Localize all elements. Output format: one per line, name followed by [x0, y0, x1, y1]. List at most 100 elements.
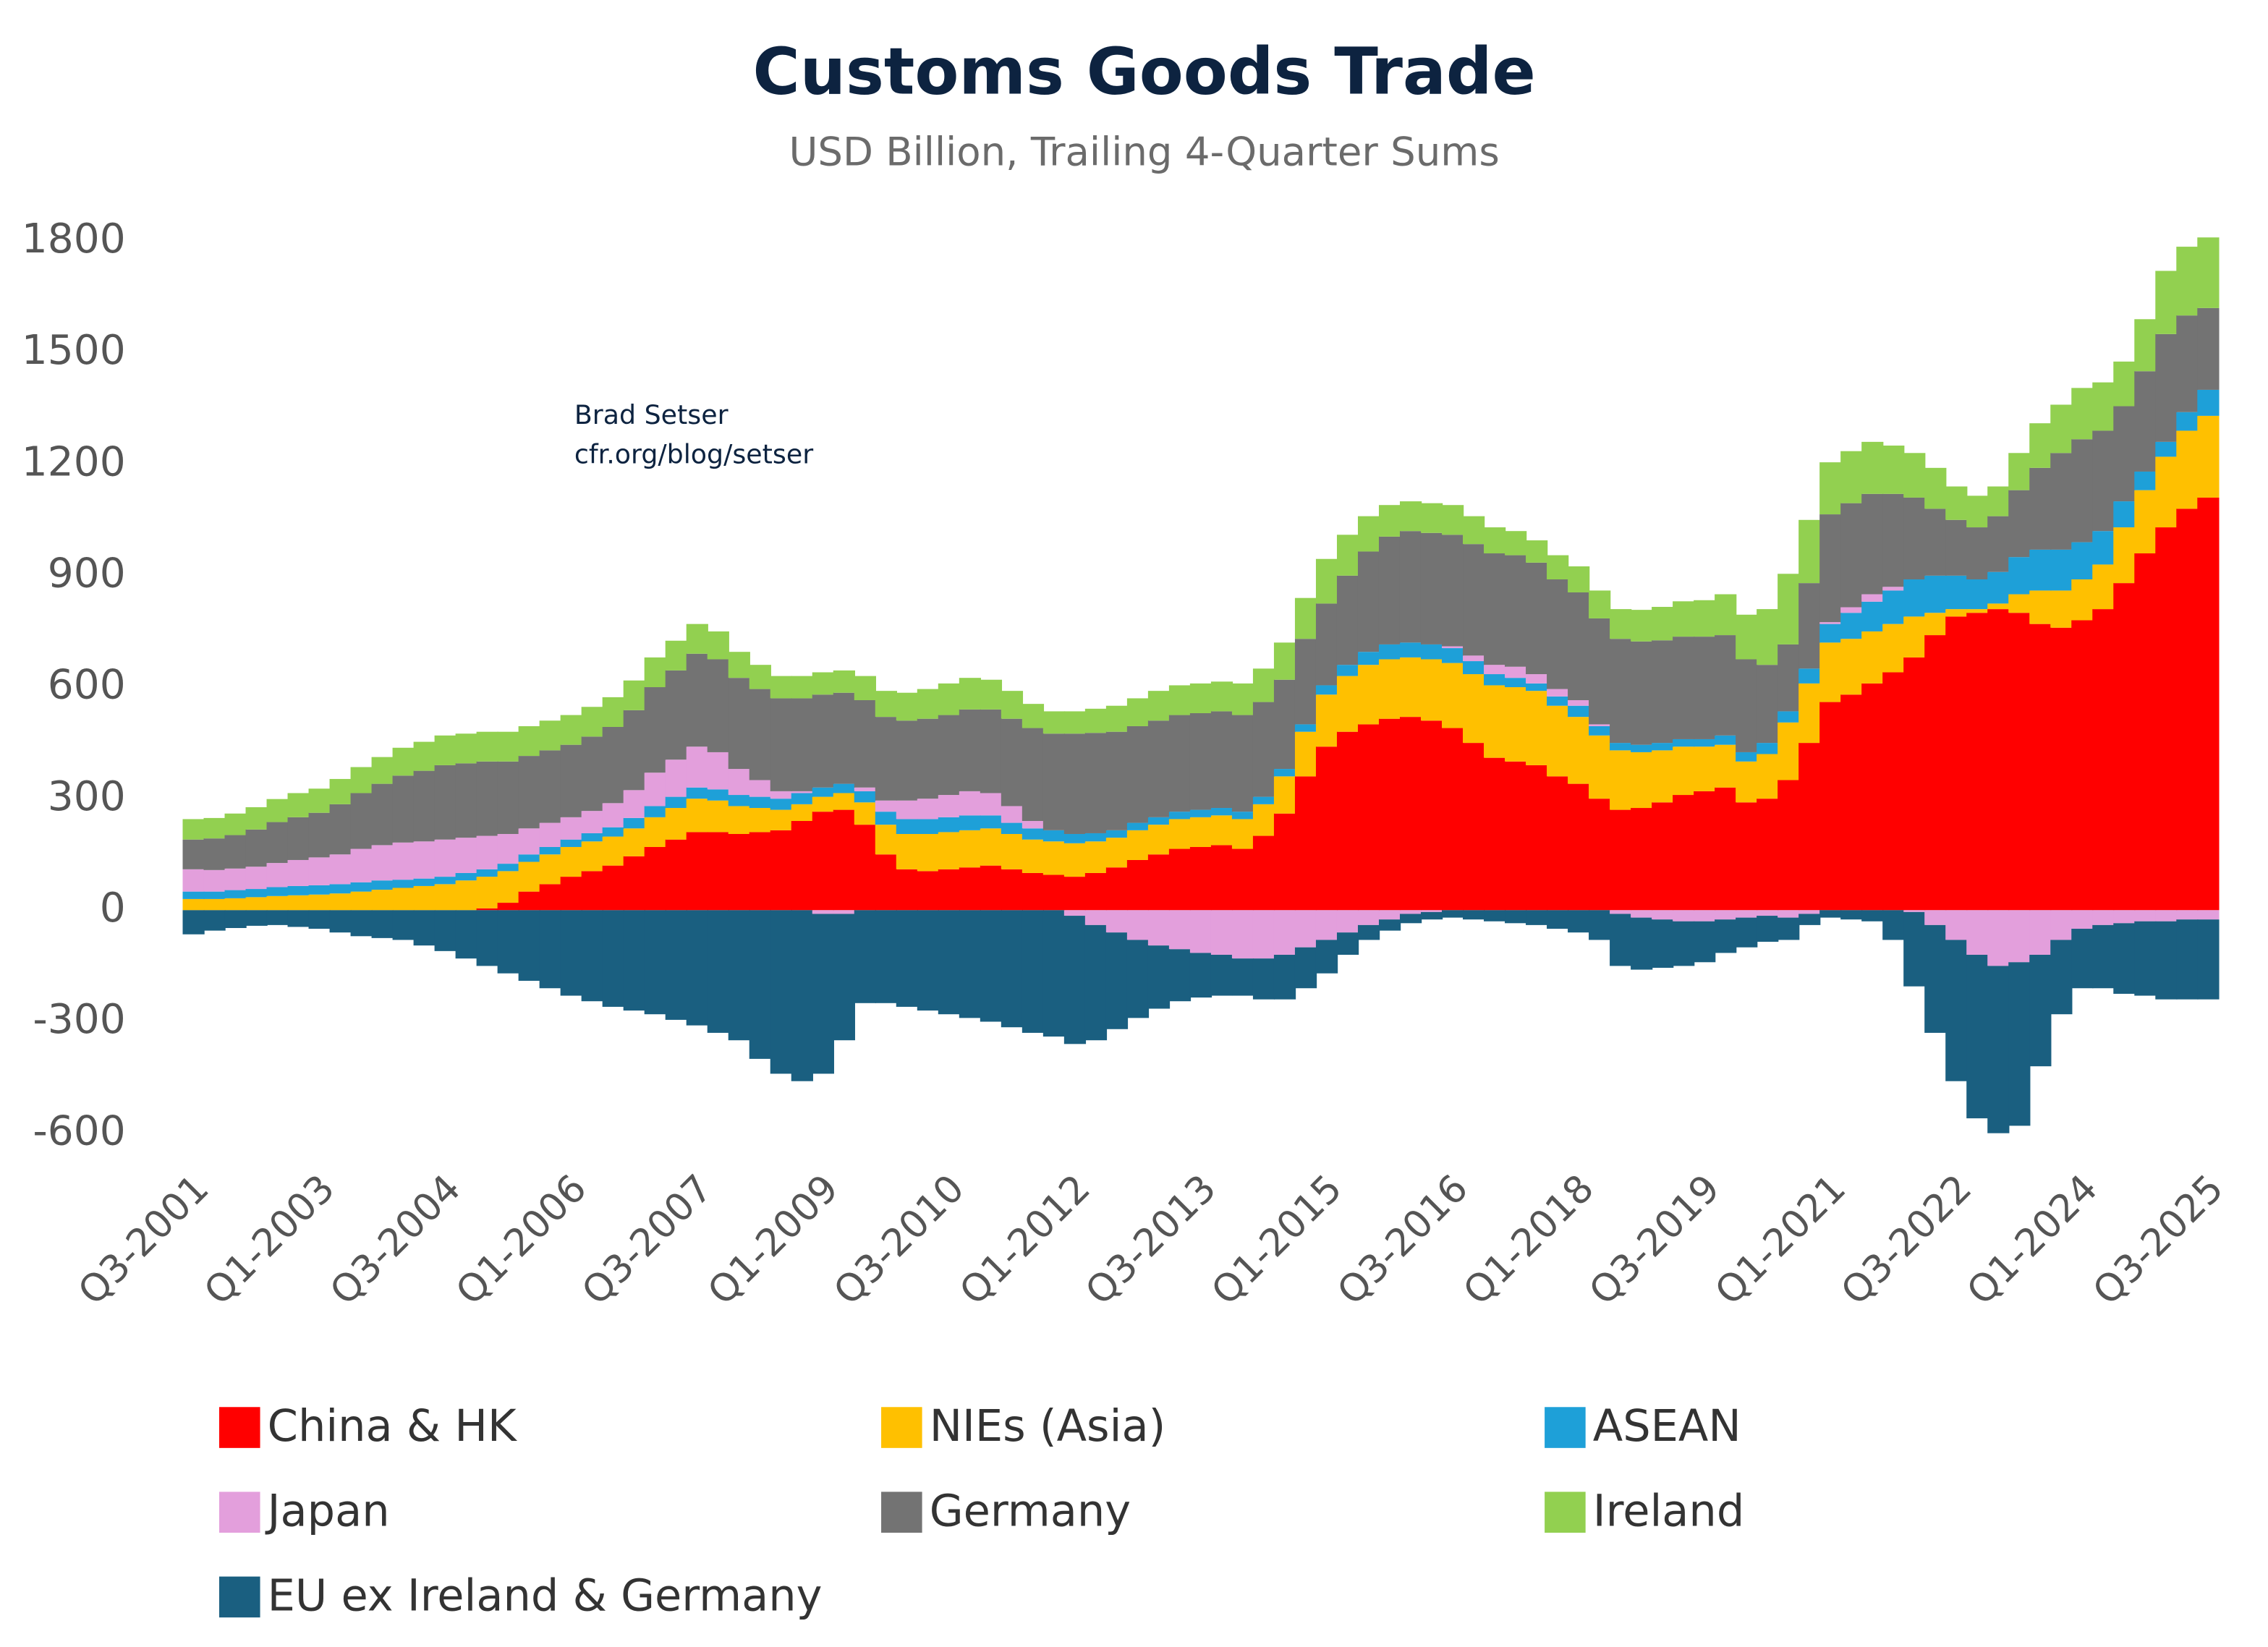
area-segment	[1231, 958, 1254, 996]
area-segment	[1945, 609, 1968, 617]
area-segment	[371, 890, 394, 911]
annotation: Brad Setser	[574, 399, 729, 430]
area-segment	[1252, 958, 1275, 1000]
area-segment	[980, 679, 1003, 710]
area-segment	[1652, 802, 1674, 911]
area-segment	[2176, 315, 2199, 412]
area-segment	[476, 761, 498, 836]
area-segment	[1673, 637, 1695, 739]
area-segment	[896, 833, 919, 869]
area-segment	[1357, 652, 1380, 665]
area-segment	[1189, 817, 1212, 847]
area-segment	[434, 839, 456, 877]
area-segment	[1568, 910, 1590, 933]
area-segment	[392, 842, 415, 880]
area-segment	[1022, 872, 1045, 911]
area-segment	[665, 839, 687, 911]
area-segment	[875, 812, 897, 825]
area-segment	[497, 864, 519, 872]
area-segment	[1273, 776, 1296, 814]
area-segment	[1505, 531, 1527, 556]
area-segment	[1631, 610, 1653, 642]
area-segment	[602, 865, 624, 911]
area-segment	[896, 720, 919, 801]
area-segment	[1463, 544, 1485, 656]
area-segment	[413, 910, 436, 946]
x-tick-label: Q1-2009	[700, 1166, 847, 1314]
area-segment	[1715, 744, 1737, 788]
legend-swatch	[881, 1407, 922, 1448]
area-segment	[1798, 668, 1821, 684]
area-segment	[2176, 247, 2199, 316]
area-segment	[581, 707, 603, 737]
area-segment	[1861, 441, 1884, 494]
area-segment	[1252, 835, 1275, 911]
area-segment	[938, 715, 961, 796]
area-segment	[2071, 620, 2094, 911]
area-segment	[2176, 430, 2199, 509]
area-segment	[1694, 791, 1716, 911]
area-segment	[1378, 718, 1401, 911]
area-segment	[2008, 910, 2031, 963]
area-segment	[203, 898, 226, 911]
area-segment	[2155, 271, 2178, 334]
area-segment	[1210, 954, 1233, 996]
area-segment	[1736, 659, 1758, 752]
area-segment	[1126, 859, 1150, 911]
area-segment	[2134, 553, 2157, 911]
area-segment	[1420, 910, 1443, 912]
area-segment	[1589, 590, 1611, 618]
area-segment	[1336, 665, 1359, 676]
area-segment	[1105, 731, 1129, 830]
area-segment	[2155, 910, 2178, 922]
area-segment	[413, 841, 436, 879]
area-segment	[644, 817, 666, 847]
area-segment	[245, 889, 268, 898]
area-segment	[1903, 911, 1926, 987]
area-segment	[770, 809, 792, 830]
area-segment	[665, 808, 687, 840]
area-segment	[1105, 932, 1129, 1029]
area-segment	[539, 822, 561, 847]
x-tick-label: Q3-2019	[1581, 1166, 1728, 1314]
x-tick-label: Q1-2012	[951, 1166, 1099, 1314]
area-segment	[728, 795, 750, 807]
area-segment	[623, 680, 645, 710]
area-segment	[1294, 776, 1317, 911]
area-segment	[1252, 668, 1275, 702]
area-segment	[1694, 921, 1716, 963]
area-segment	[2071, 910, 2094, 929]
area-segment	[539, 910, 561, 989]
area-segment	[1631, 752, 1653, 809]
area-segment	[644, 846, 666, 911]
area-segment	[2092, 910, 2115, 925]
area-segment	[1966, 609, 1989, 613]
area-segment	[1210, 808, 1233, 816]
area-segment	[1126, 698, 1150, 726]
area-segment	[1882, 624, 1905, 673]
area-segment	[1736, 802, 1758, 911]
area-segment	[434, 765, 456, 840]
area-segment	[455, 910, 477, 959]
area-segment	[266, 799, 289, 822]
area-segment	[1463, 655, 1485, 662]
area-segment	[1924, 910, 1947, 925]
area-segment	[2050, 453, 2073, 550]
area-segment	[455, 763, 477, 838]
area-segment	[287, 885, 310, 895]
area-segment	[287, 910, 310, 927]
area-segment	[812, 812, 834, 911]
area-segment	[371, 757, 394, 784]
area-segment	[203, 838, 226, 870]
area-segment	[791, 793, 813, 804]
area-segment	[1063, 733, 1087, 834]
area-segment	[1526, 691, 1548, 765]
area-segment	[1526, 765, 1548, 911]
area-segment	[1568, 566, 1590, 592]
area-segment	[980, 815, 1003, 829]
area-segment	[1757, 910, 1779, 916]
area-segment	[392, 888, 415, 911]
area-segment	[1819, 910, 1842, 918]
area-segment	[1903, 579, 1926, 617]
